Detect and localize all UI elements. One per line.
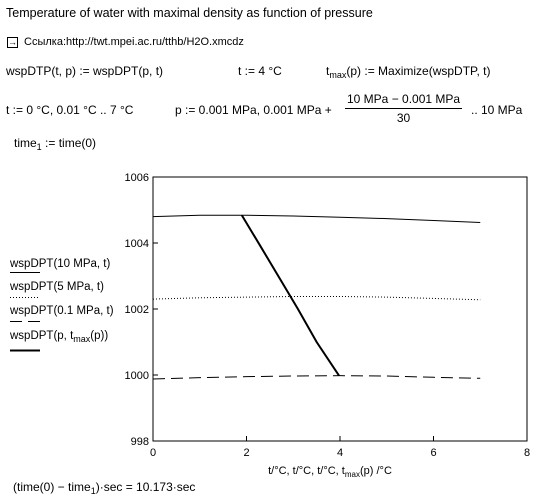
- density-chart[interactable]: 998 1000 1002 1004 1006 0 2 4 6 8 t/°C, t/°C, t/°…: [100, 165, 537, 485]
- equation-p-range-end: .. 10 MPa: [471, 103, 523, 117]
- time1-rhs: := time(0): [41, 136, 97, 150]
- legend-label-5mpa: wspDPT(5 MPa, t): [10, 281, 104, 293]
- legend-line-dotted: [10, 297, 40, 298]
- time1-subscript: 1: [36, 142, 42, 152]
- equation-elapsed-time[interactable]: (time(0) − time1)·sec = 10.173·sec: [13, 480, 195, 496]
- equation-t-range[interactable]: t := 0 °C, 0.01 °C .. 7 °C: [6, 103, 134, 117]
- series-line-2: [152, 375, 481, 380]
- x-tick-label: 2: [243, 447, 249, 459]
- elapsed-sub: 1: [90, 486, 96, 496]
- legend-line-dashed: [10, 321, 40, 322]
- equation-p-range-fraction[interactable]: 10 MPa − 0.001 MPa 30: [345, 92, 463, 125]
- chart-series: [152, 214, 481, 380]
- y-tick-label: 1002: [125, 304, 149, 316]
- legend-label-0-1mpa: wspDPT(0.1 MPa, t): [10, 305, 114, 317]
- page-title: Temperature of water with maximal densit…: [6, 6, 373, 20]
- x-axis-label-end: (p) /°C: [360, 465, 392, 477]
- legend-label-tmax: wspDPT(p, tmax(p)): [10, 330, 108, 344]
- y-tick-label: 1006: [125, 172, 149, 184]
- fraction-denominator: 30: [396, 111, 411, 125]
- plot-frame: [152, 176, 528, 442]
- hyperlink-text[interactable]: Ссылка:http://twt.mpei.ac.ru/tthb/H2O.xm…: [24, 36, 244, 48]
- tmax-rhs: (p) := Maximize(wspDTP, t): [346, 64, 491, 78]
- chart-ticks: 998 1000 1002 1004 1006 0 2 4 6 8: [125, 172, 531, 459]
- tmax-symbol: t: [326, 64, 330, 78]
- x-axis-label-main: t/°C, t/°C, t/°C, t: [268, 465, 345, 477]
- elapsed-a: (time(0) − time: [13, 480, 91, 494]
- x-tick-label: 4: [337, 447, 343, 459]
- equation-tmax-definition[interactable]: tmax(p) := Maximize(wspDTP, t): [326, 64, 491, 80]
- time1-symbol: time: [14, 136, 37, 150]
- series-line-3: [240, 214, 340, 377]
- equation-p-range-start[interactable]: p := 0.001 MPa, 0.001 MPa +: [175, 103, 332, 117]
- legend-tmax-sub: max: [73, 334, 91, 344]
- x-tick-label: 0: [150, 447, 156, 459]
- tmax-subscript: max: [329, 70, 347, 80]
- legend-label-10mpa: wspDPT(10 MPa, t): [10, 258, 111, 270]
- elapsed-b: )·sec = 10.173·sec: [95, 480, 196, 494]
- series-line-1: [152, 295, 481, 301]
- legend-line-thick: [10, 349, 40, 352]
- y-tick-label: 998: [131, 436, 149, 448]
- x-axis-label: t/°C, t/°C, t/°C, tmax(p) /°C: [268, 465, 392, 479]
- equation-wspdtp-definition[interactable]: wspDTP(t, p) := wspDPT(p, t): [6, 64, 164, 78]
- x-tick-label: 8: [524, 447, 530, 459]
- hyperlink-arrow-icon[interactable]: →: [7, 37, 18, 48]
- x-tick-label: 6: [430, 447, 436, 459]
- y-tick-label: 1004: [125, 238, 149, 250]
- legend-tmax-b: (p)): [90, 330, 109, 342]
- series-line-0: [152, 214, 481, 224]
- y-tick-label: 1000: [125, 370, 149, 382]
- equation-time1[interactable]: time1 := time(0): [14, 136, 96, 152]
- fraction-numerator: 10 MPa − 0.001 MPa: [345, 92, 463, 109]
- x-axis-label-sub: max: [345, 470, 360, 479]
- equation-t-definition[interactable]: t := 4 °C: [238, 64, 282, 78]
- legend-line-solid: [10, 272, 40, 273]
- legend-tmax-a: wspDPT(p, t: [10, 330, 74, 342]
